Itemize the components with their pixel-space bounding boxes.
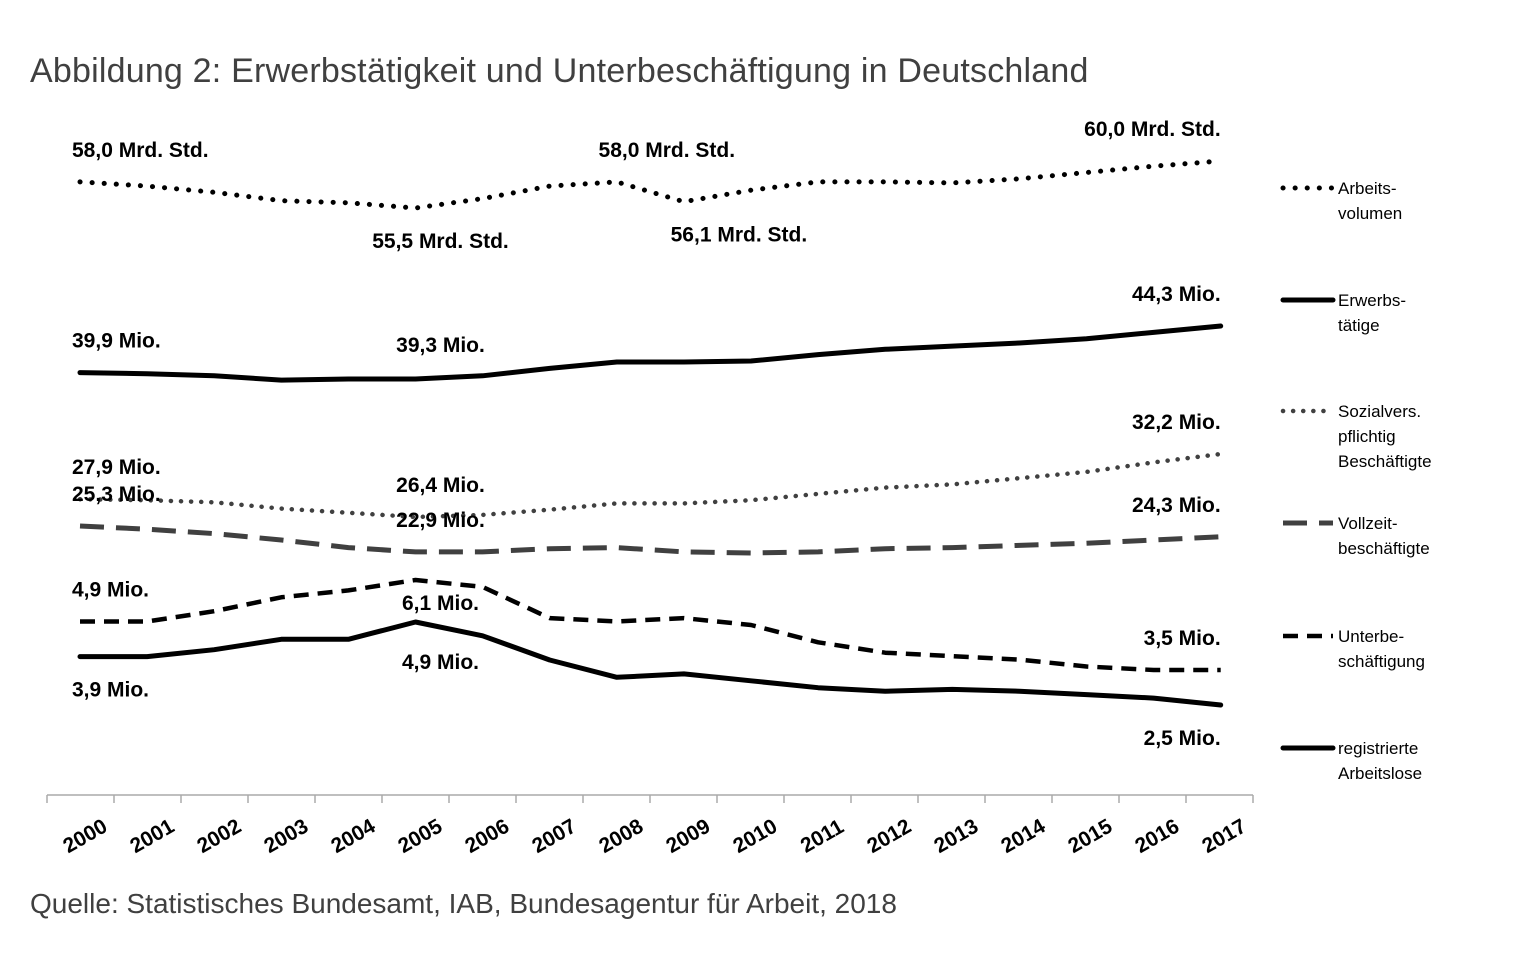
legend-label-unterbeschaeftigung: Unterbe-schäftigung xyxy=(1338,627,1425,671)
annotation-layer: 58,0 Mrd. Std. 55,5 Mrd. Std. 58,0 Mrd. St… xyxy=(72,118,1221,750)
chart-title: Abbildung 2: Erwerbstätigkeit und Unterb… xyxy=(30,52,1089,90)
x-tick-label-2004: 2004 xyxy=(327,815,379,858)
data-label-arbeitsvolumen-2009: 56,1 Mrd. Std. xyxy=(671,224,808,247)
x-tick-label-2012: 2012 xyxy=(863,815,915,858)
x-tick-label-2003: 2003 xyxy=(260,815,312,858)
data-label-sozialvers-2017: 32,2 Mio. xyxy=(1132,411,1221,434)
data-label-arbeitsvolumen-2008: 58,0 Mrd. Std. xyxy=(599,139,736,162)
data-label-arbeitslose-2017: 2,5 Mio. xyxy=(1144,727,1221,750)
data-label-arbeitsvolumen-2017: 60,0 Mrd. Std. xyxy=(1084,118,1221,141)
x-tick-label-2007: 2007 xyxy=(528,815,580,858)
legend: Arbeits-volumen Erwerbs-tätige Sozialvers.… xyxy=(1280,179,1432,783)
data-label-erwerbstaetige-2005: 39,3 Mio. xyxy=(396,334,485,357)
data-label-vollzeit-2000: 25,3 Mio. xyxy=(72,483,161,506)
x-tick-label-2006: 2006 xyxy=(461,815,513,858)
legend-label-erwerbstaetige: Erwerbs-tätige xyxy=(1338,291,1406,335)
legend-label-sozialvers: Sozialvers. pflichtig Beschäftigte xyxy=(1338,402,1432,471)
series-line-sozialvers xyxy=(77,451,1223,520)
source-note: Quelle: Statistisches Bundesamt, IAB, Bu… xyxy=(30,888,897,919)
x-tick-label-2014: 2014 xyxy=(997,815,1049,858)
x-tick-label-2008: 2008 xyxy=(595,815,647,858)
series-line-erwerbstaetige xyxy=(77,323,1224,383)
data-label-unterbeschaeftigung-2000: 4,9 Mio. xyxy=(72,579,149,602)
data-label-erwerbstaetige-2017: 44,3 Mio. xyxy=(1132,283,1221,306)
x-tick-label-2002: 2002 xyxy=(193,815,245,858)
x-tick-label-2010: 2010 xyxy=(729,815,781,858)
series-line-arbeitslose xyxy=(77,619,1224,708)
legend-label-vollzeit: Vollzeit-beschäftigte xyxy=(1338,514,1430,558)
x-tick-label-2005: 2005 xyxy=(394,815,446,858)
x-tick-label-2009: 2009 xyxy=(662,815,714,858)
series-line-vollzeit xyxy=(79,523,1221,556)
series-line-unterbeschaeftigung xyxy=(80,577,1221,673)
x-tick-label-2011: 2011 xyxy=(797,815,848,858)
x-tick-label-2001: 2001 xyxy=(126,815,178,858)
data-label-sozialvers-2005: 26,4 Mio. xyxy=(396,474,485,497)
data-label-arbeitsvolumen-2005: 55,5 Mrd. Std. xyxy=(372,230,509,253)
x-tick-label-2016: 2016 xyxy=(1131,815,1183,858)
data-label-sozialvers-2000: 27,9 Mio. xyxy=(72,456,161,479)
data-label-unterbeschaeftigung-2017: 3,5 Mio. xyxy=(1144,627,1221,650)
x-tick-label-2000: 2000 xyxy=(59,815,111,858)
data-label-arbeitsvolumen-2000: 58,0 Mrd. Std. xyxy=(72,139,209,162)
x-axis: 2000 2001 2002 2003 2004 2005 2006 2007 2008 2009… xyxy=(46,794,1254,858)
data-label-erwerbstaetige-2000: 39,9 Mio. xyxy=(72,330,161,353)
data-label-unterbeschaeftigung-2005: 6,1 Mio. xyxy=(402,592,479,615)
series-layer xyxy=(77,158,1224,708)
data-label-arbeitslose-2000: 3,9 Mio. xyxy=(72,679,149,702)
x-tick-label-2013: 2013 xyxy=(930,815,982,858)
series-line-arbeitsvolumen xyxy=(77,158,1224,211)
x-tick-label-2015: 2015 xyxy=(1064,815,1116,858)
legend-label-arbeitslose: registrierte Arbeitslose xyxy=(1338,739,1422,783)
data-label-arbeitslose-2005: 4,9 Mio. xyxy=(402,651,479,674)
data-label-vollzeit-2005: 22,9 Mio. xyxy=(396,509,485,532)
legend-label-arbeitsvolumen: Arbeits-volumen xyxy=(1338,179,1402,223)
x-tick-label-2017: 2017 xyxy=(1198,815,1250,858)
data-label-vollzeit-2017: 24,3 Mio. xyxy=(1132,494,1221,517)
